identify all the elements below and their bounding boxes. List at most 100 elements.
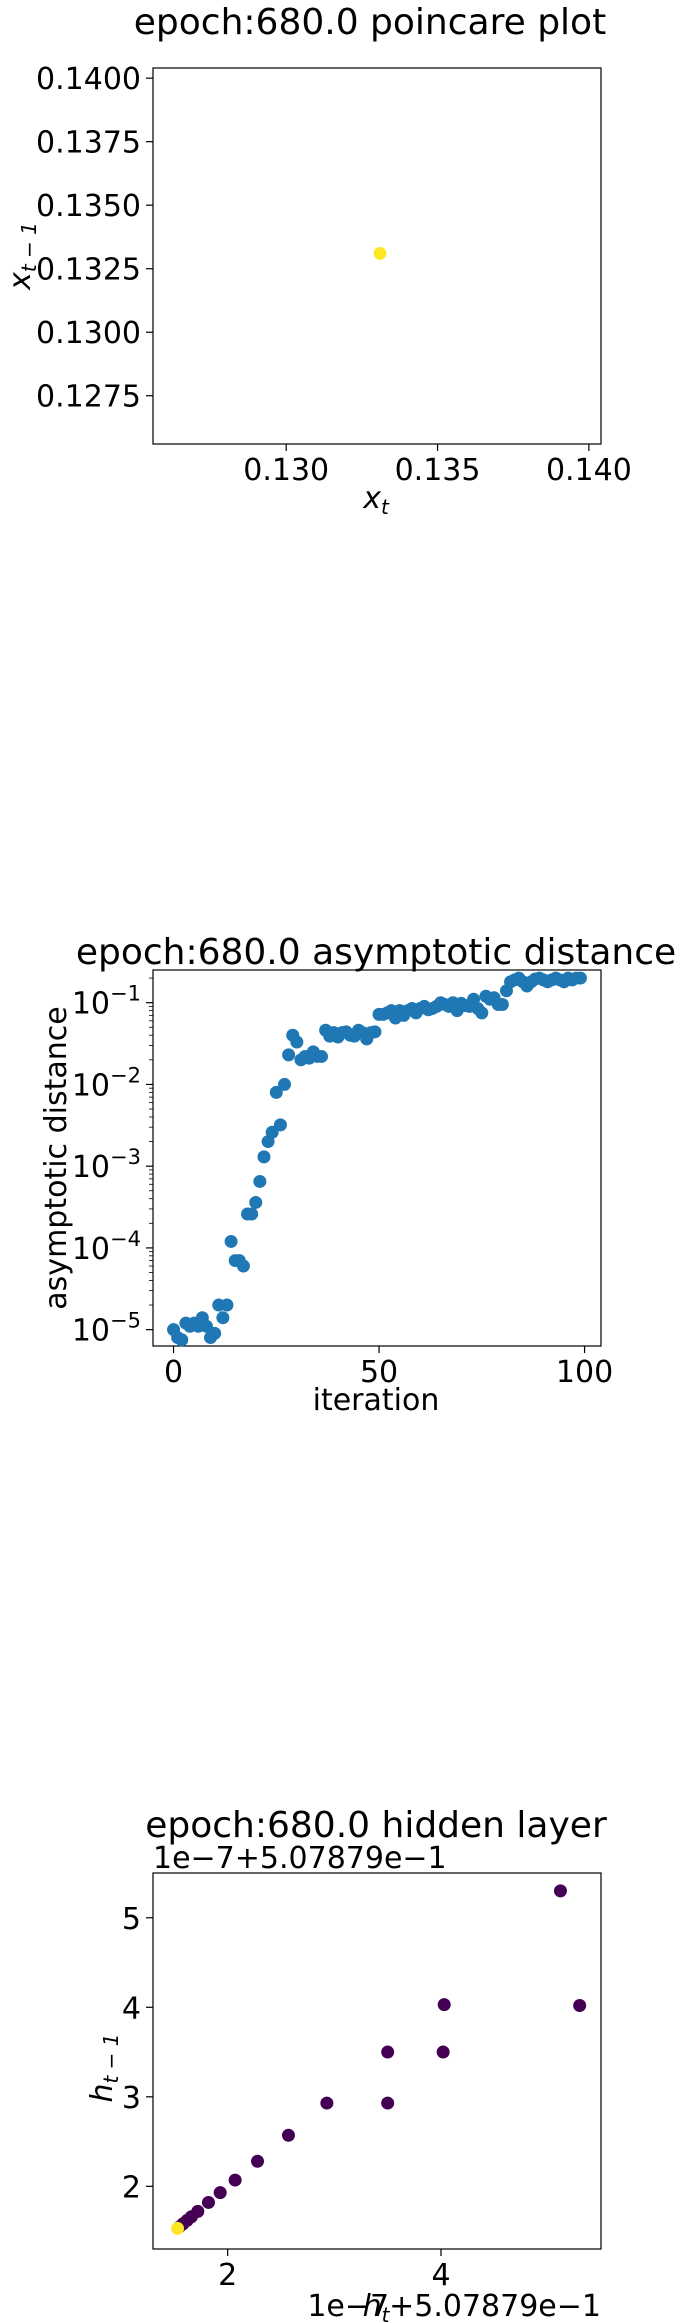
y-tick-label: 10−1 — [72, 982, 141, 1022]
data-point — [251, 2154, 265, 2168]
data-point — [278, 1077, 292, 1091]
data-point — [175, 1333, 189, 1347]
y-axis-label: ht − 1 — [85, 2033, 123, 2102]
data-point — [320, 2096, 334, 2110]
y-axis-ticks: 2 3 4 5 — [122, 1902, 153, 2205]
chart-title: epoch:680.0 poincare plot — [134, 2, 606, 43]
x-axis-label-main: h — [363, 2289, 382, 2323]
y-axis-label-main: x — [3, 272, 38, 291]
data-point — [436, 2045, 450, 2059]
y-tick-label: 0.1300 — [36, 316, 141, 351]
x-axis-label: iteration — [313, 1383, 440, 1418]
y-tick-base: 10 — [72, 1232, 110, 1267]
data-point — [216, 1311, 230, 1325]
data-point — [290, 1035, 304, 1049]
x-axis-ticks: 0 50 100 — [164, 1346, 613, 1390]
data-point — [495, 998, 509, 1012]
hidden-layer-plot: epoch:680.0 hidden layer 1e−7+5.07879e−1… — [85, 1805, 607, 2323]
y-axis-ticks: 10−510−410−310−210−1 — [72, 977, 153, 1349]
y-tick-base: 10 — [72, 987, 110, 1022]
y-tick-exponent: −3 — [110, 1145, 141, 1169]
data-point — [269, 1085, 283, 1099]
x-tick-label: 0.130 — [243, 453, 329, 488]
data-point — [224, 1234, 238, 1248]
y-tick-label: 10−3 — [72, 1145, 141, 1185]
plot-frame — [152, 969, 602, 1347]
x-tick-label: 0 — [164, 1355, 183, 1390]
data-point — [281, 2128, 295, 2142]
x-tick-label: 2 — [218, 2258, 237, 2293]
data-point — [315, 1049, 329, 1063]
x-axis-ticks: 0.130 0.135 0.140 — [243, 444, 632, 488]
y-tick-exponent: −1 — [110, 982, 141, 1006]
y-tick-label: 2 — [122, 2170, 141, 2205]
data-point — [228, 2173, 242, 2187]
y-tick-label: 4 — [122, 1991, 141, 2026]
data-point — [553, 1884, 567, 1898]
plot-frame — [152, 1872, 602, 2250]
y-tick-label: 10−2 — [72, 1063, 141, 1103]
data-point — [245, 1207, 259, 1221]
x-axis-label: xt — [362, 481, 390, 519]
data-point — [213, 2186, 227, 2200]
y-tick-base: 10 — [72, 1068, 110, 1103]
data-point — [475, 1006, 489, 1020]
y-tick-label: 5 — [122, 1902, 141, 1937]
x-axis-label-main: x — [362, 481, 381, 516]
y-axis-offset-label: 1e−7+5.07879e−1 — [153, 1841, 447, 1876]
data-point — [373, 246, 387, 260]
y-axis-ticks: 0.1275 0.1300 0.1325 0.1350 0.1375 0.1400 — [36, 62, 153, 415]
chart-title: epoch:680.0 hidden layer — [145, 1805, 607, 1846]
data-point — [208, 1326, 222, 1340]
y-tick-exponent: −2 — [110, 1063, 141, 1087]
data-points — [167, 971, 587, 1347]
data-points — [373, 246, 387, 260]
y-tick-label: 0.1275 — [36, 380, 141, 415]
data-point — [257, 1150, 271, 1164]
data-point — [573, 1998, 587, 2012]
data-point — [171, 2221, 185, 2235]
y-tick-label: 0.1350 — [36, 189, 141, 224]
data-point — [201, 2195, 215, 2209]
data-point — [368, 1025, 382, 1039]
data-point — [253, 1174, 267, 1188]
y-tick-label: 0.1325 — [36, 253, 141, 288]
data-points — [171, 1884, 587, 2235]
data-point — [273, 1118, 287, 1132]
asymptotic-distance-plot: epoch:680.0 asymptotic distance 0 50 100 1… — [39, 932, 676, 1418]
y-tick-base: 10 — [72, 1150, 110, 1185]
y-axis-label: xt − 1 — [3, 222, 41, 291]
x-tick-label: 4 — [431, 2258, 450, 2293]
y-tick-base: 10 — [72, 1314, 110, 1349]
data-point — [381, 2045, 395, 2059]
y-axis-label-main: h — [85, 2084, 120, 2103]
data-point — [573, 971, 587, 985]
data-point — [220, 1298, 234, 1312]
x-tick-label: 100 — [556, 1355, 613, 1390]
x-axis-label-sub: t — [381, 495, 390, 519]
data-point — [282, 1048, 296, 1062]
plot-frame — [152, 67, 602, 445]
y-tick-label: 10−5 — [72, 1309, 141, 1349]
y-tick-label: 3 — [122, 2081, 141, 2116]
x-axis-label: ht — [363, 2289, 391, 2323]
data-point — [381, 2096, 395, 2110]
y-tick-label: 0.1375 — [36, 126, 141, 161]
x-tick-label: 0.135 — [395, 453, 481, 488]
y-tick-exponent: −5 — [110, 1309, 141, 1333]
data-point — [249, 1195, 263, 1209]
y-tick-label: 0.1400 — [36, 62, 141, 97]
y-tick-exponent: −4 — [110, 1227, 141, 1251]
x-axis-offset-label: 1e−7+5.07879e−1 — [307, 2289, 601, 2323]
chart-title: epoch:680.0 asymptotic distance — [76, 932, 676, 973]
x-tick-label: 0.140 — [546, 453, 632, 488]
y-axis-label-sub: t − 1 — [17, 222, 41, 272]
x-axis-label-sub: t — [382, 2303, 391, 2323]
x-tick-label: 50 — [360, 1355, 398, 1390]
y-axis-label-sub: t − 1 — [99, 2033, 123, 2083]
y-axis-label: asymptotic distance — [39, 1006, 74, 1309]
y-tick-label: 10−4 — [72, 1227, 141, 1267]
data-point — [236, 1259, 250, 1273]
